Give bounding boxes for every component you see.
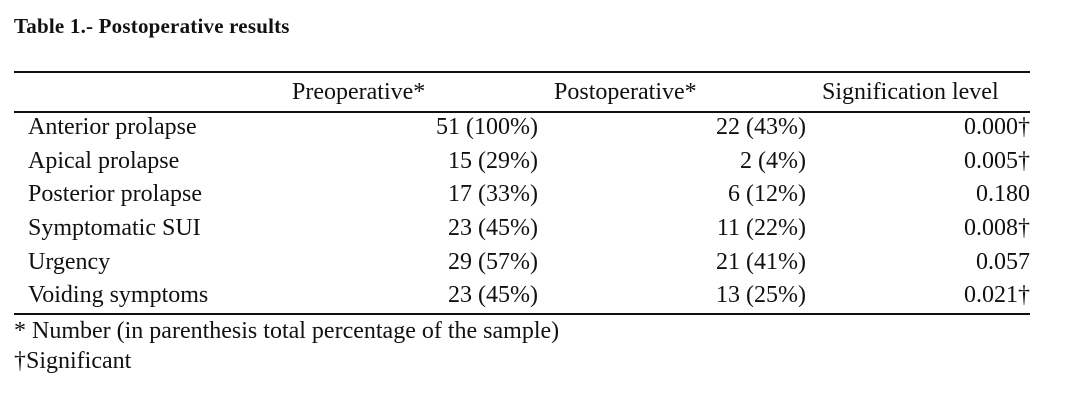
footnote-significant: †Significant xyxy=(14,348,132,374)
results-table: Preoperative* Postoperative* Significati… xyxy=(14,73,1030,313)
table-row: Urgency 29 (57%) 21 (41%) 0.057 xyxy=(14,245,1030,279)
postoperative-value: 21 (41%) xyxy=(716,248,806,275)
table-title: Table 1.- Postoperative results xyxy=(14,14,290,38)
table-row: Symptomatic SUI 23 (45%) 11 (22%) 0.008† xyxy=(14,212,1030,246)
table-bottom-rule xyxy=(14,313,1030,315)
table-row: Anterior prolapse 51 (100%) 22 (43%) 0.0… xyxy=(14,111,1030,145)
signification-value: 0.021† xyxy=(964,282,1030,309)
header-postoperative: Postoperative* xyxy=(554,78,697,105)
signification-value: 0.000† xyxy=(964,114,1030,141)
row-label: Symptomatic SUI xyxy=(28,215,201,242)
postoperative-value: 2 (4%) xyxy=(740,147,806,174)
preoperative-value: 51 (100%) xyxy=(436,114,538,141)
header-blank xyxy=(14,73,290,111)
row-label: Anterior prolapse xyxy=(28,114,197,141)
table-header-rule xyxy=(14,111,1030,113)
footnote-number: * Number (in parenthesis total percentag… xyxy=(14,318,560,344)
footnotes: * Number (in parenthesis total percentag… xyxy=(14,316,559,376)
postoperative-value: 13 (25%) xyxy=(716,282,806,309)
header-signification-level: Signification level xyxy=(822,78,999,105)
preoperative-value: 23 (45%) xyxy=(448,215,538,242)
preoperative-value: 15 (29%) xyxy=(448,147,538,174)
row-label: Posterior prolapse xyxy=(28,181,202,208)
table-top-rule xyxy=(14,71,1030,73)
row-label: Urgency xyxy=(28,248,111,275)
table-row: Posterior prolapse 17 (33%) 6 (12%) 0.18… xyxy=(14,178,1030,212)
table-row: Apical prolapse 15 (29%) 2 (4%) 0.005† xyxy=(14,145,1030,179)
signification-value: 0.008† xyxy=(964,215,1030,242)
postoperative-value: 11 (22%) xyxy=(716,215,806,242)
table-row: Voiding symptoms 23 (45%) 13 (25%) 0.021… xyxy=(14,279,1030,313)
preoperative-value: 23 (45%) xyxy=(448,282,538,309)
header-row: Preoperative* Postoperative* Significati… xyxy=(14,73,1030,111)
postoperative-value: 6 (12%) xyxy=(728,181,806,208)
row-label: Voiding symptoms xyxy=(28,282,209,309)
postoperative-value: 22 (43%) xyxy=(716,114,806,141)
preoperative-value: 29 (57%) xyxy=(448,248,538,275)
row-label: Apical prolapse xyxy=(28,147,180,174)
signification-value: 0.057 xyxy=(976,248,1030,275)
signification-value: 0.180 xyxy=(976,181,1030,208)
preoperative-value: 17 (33%) xyxy=(448,181,538,208)
header-preoperative: Preoperative* xyxy=(292,78,426,105)
signification-value: 0.005† xyxy=(964,147,1030,174)
